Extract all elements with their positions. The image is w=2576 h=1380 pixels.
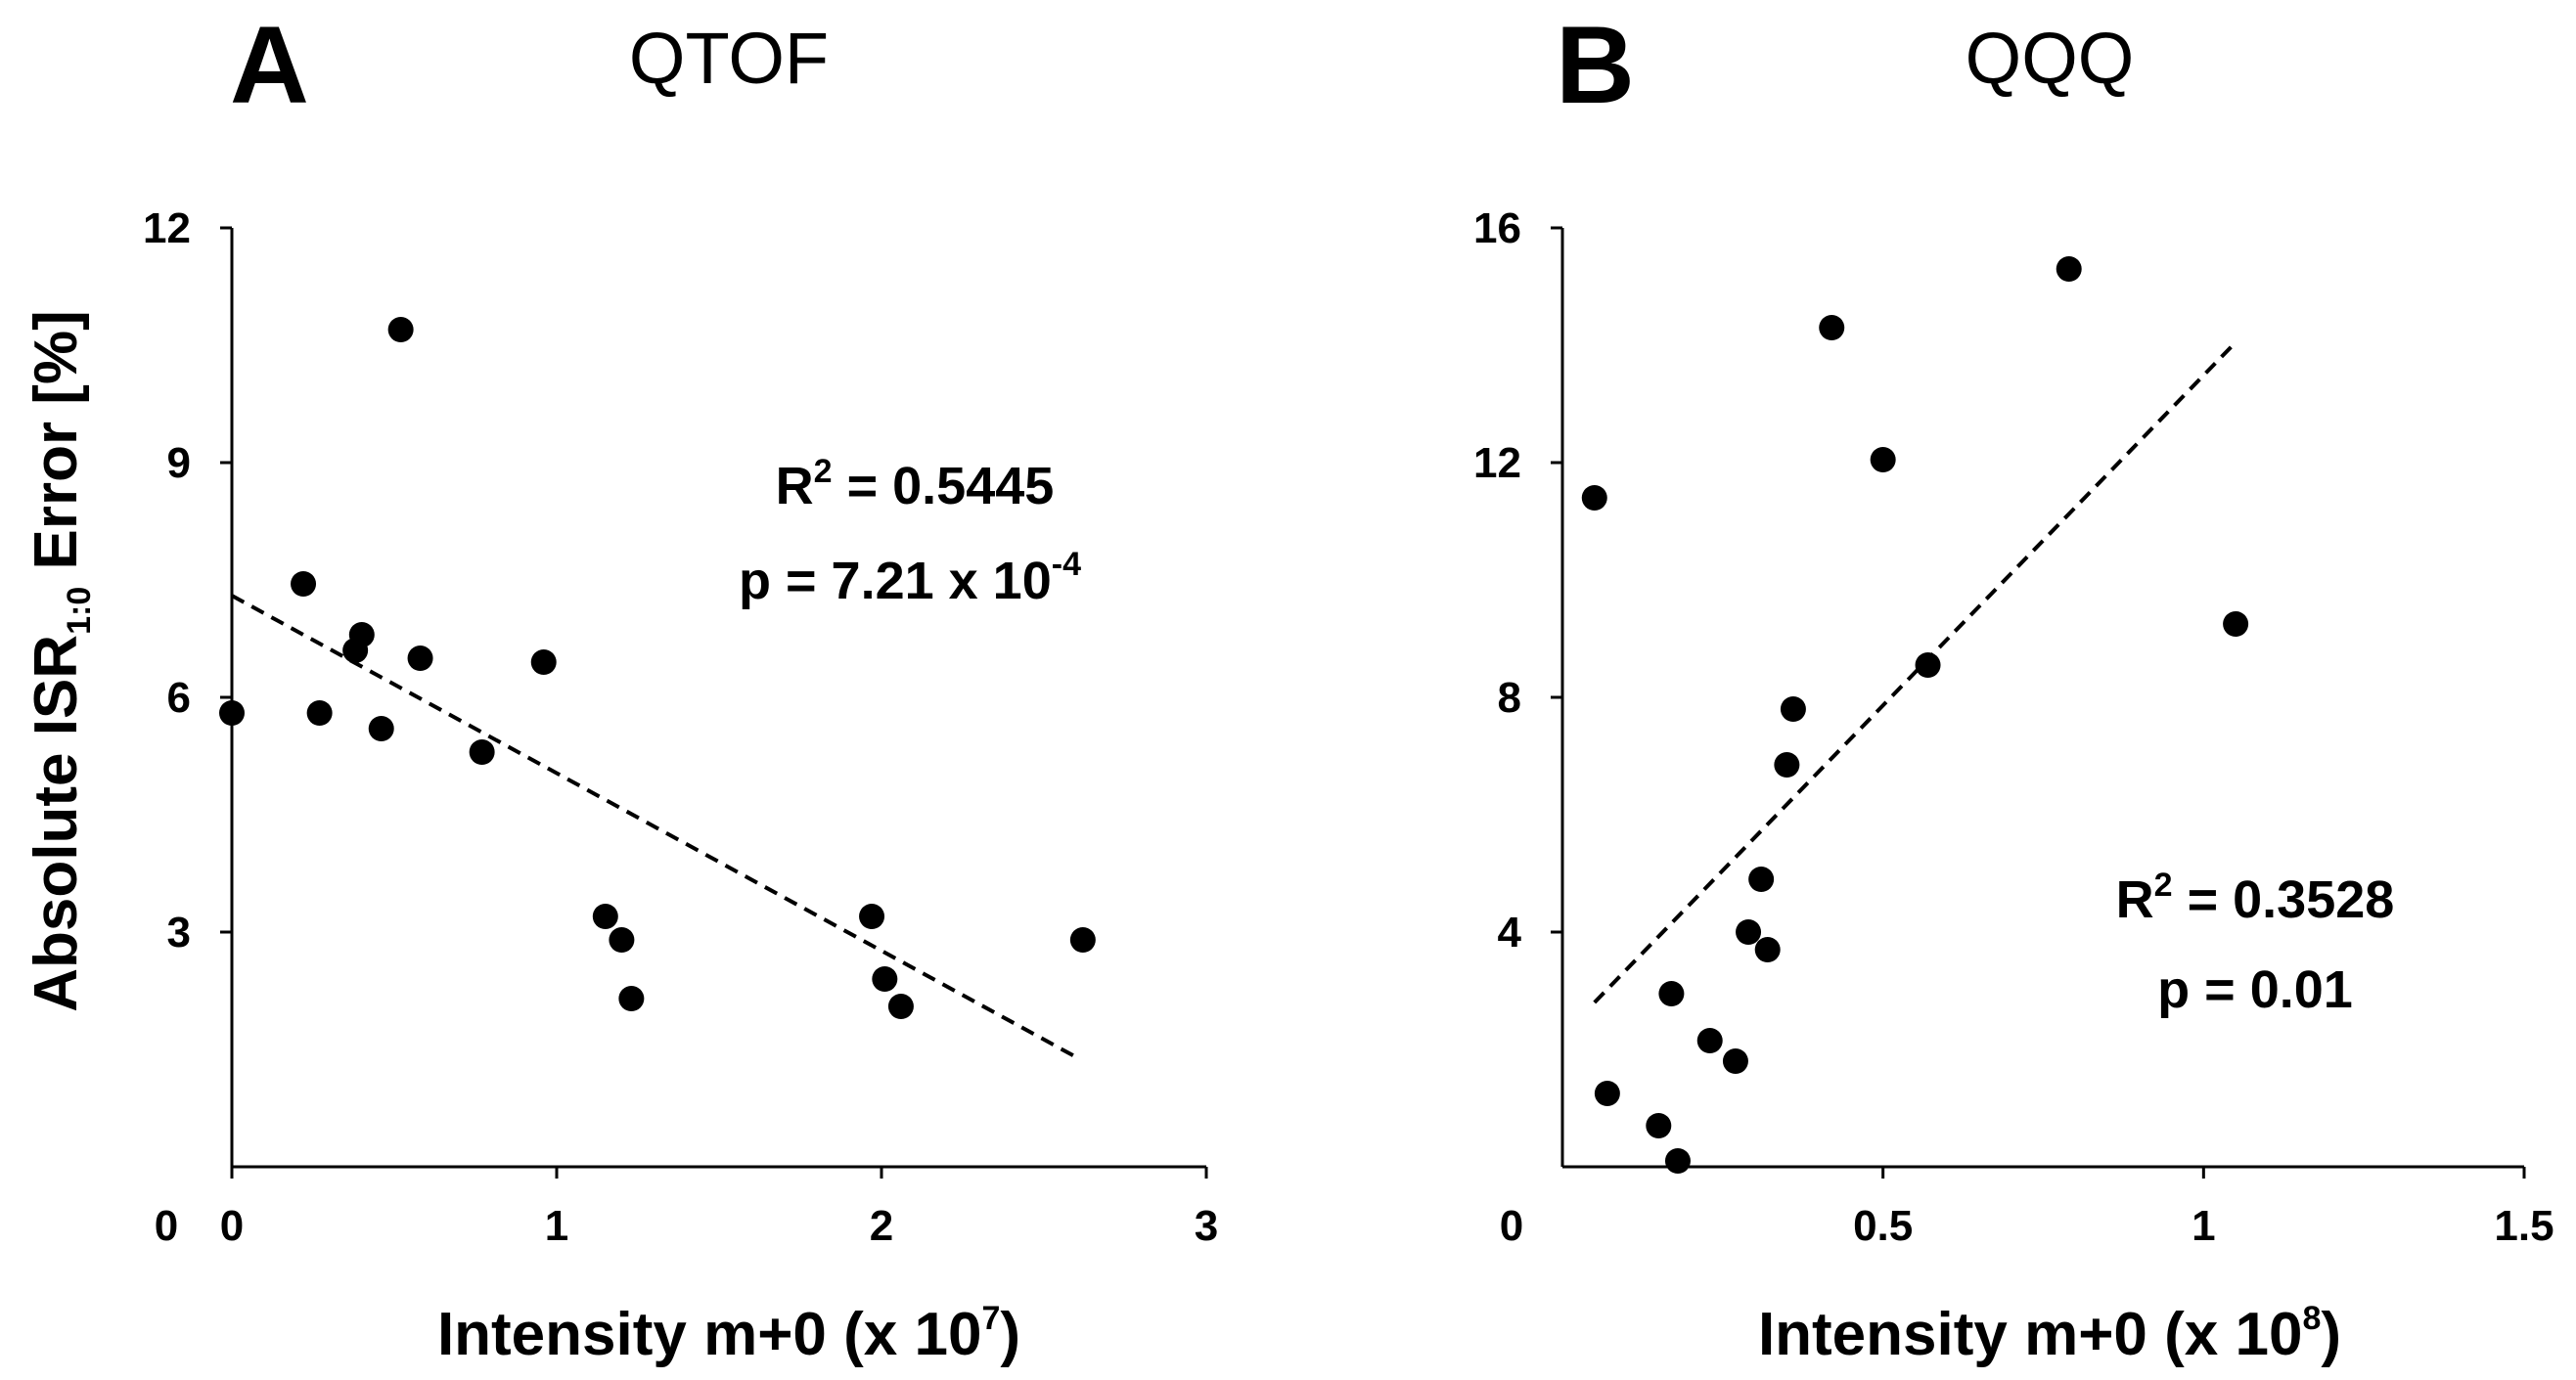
panel-b-x-tick-label: 1 bbox=[2192, 1202, 2215, 1250]
y-axis-label-main: Absolute ISR bbox=[23, 635, 90, 1012]
panel-b-data-point bbox=[1594, 1081, 1620, 1106]
panel-a-r2-value: = 0.5445 bbox=[833, 457, 1055, 515]
panel-a-data-point bbox=[219, 700, 245, 726]
panel-b-data-point bbox=[2056, 256, 2082, 282]
panel-a-data-point bbox=[407, 645, 433, 671]
panel-a-x-tick-label: 1 bbox=[545, 1202, 568, 1250]
panel-b-x-axis-label: Intensity m+0 (x 108) bbox=[1758, 1300, 2341, 1368]
panel-b-trendline bbox=[1593, 340, 2237, 1004]
panel-a-x-tick-label: 0 bbox=[220, 1202, 244, 1250]
panel-b-x-label-main: Intensity m+0 (x 10 bbox=[1758, 1301, 2303, 1368]
panel-b-data-point bbox=[1754, 937, 1781, 962]
panel-b-y-tick-label: 12 bbox=[1473, 439, 1521, 487]
panel-a-y-tick-label: 6 bbox=[167, 674, 191, 722]
panel-a-y-tick-label: 12 bbox=[143, 204, 191, 252]
panel-b-data-point bbox=[1870, 447, 1896, 472]
panel-a-x-label-tail: ) bbox=[1000, 1301, 1020, 1368]
panel-a-p-sup: -4 bbox=[1052, 546, 1081, 583]
panel-a-data-point bbox=[530, 649, 557, 675]
panel-b-x-tick-label: 1.5 bbox=[2494, 1202, 2553, 1250]
panel-a-data-point bbox=[469, 739, 495, 765]
panel-b-data-point bbox=[1819, 315, 1845, 340]
panel-b-x-label-sup: 8 bbox=[2302, 1300, 2321, 1337]
panel-b-data-point bbox=[1696, 1028, 1723, 1053]
panel-b-data-point bbox=[1722, 1048, 1748, 1074]
panel-b-data-point bbox=[1748, 867, 1775, 892]
panel-a-data-point bbox=[387, 317, 414, 342]
panel-b-data-point bbox=[2223, 611, 2249, 637]
panel-a-data-point bbox=[859, 904, 885, 929]
panel-b-y-tick-label: 16 bbox=[1473, 204, 1521, 252]
panel-a-trendline bbox=[231, 594, 1078, 1059]
panel-b-data-point bbox=[1581, 485, 1607, 511]
panel-b-title: QQQ bbox=[1966, 18, 2135, 99]
panel-a-data-point bbox=[368, 716, 394, 741]
panel-a-p-main: p = 7.21 x 10 bbox=[739, 552, 1052, 610]
panel-a-data-point bbox=[609, 927, 635, 953]
panel-b-letter: B bbox=[1556, 4, 1635, 126]
panel-a-y-tick-label: 9 bbox=[167, 439, 191, 487]
panel-a-data-point bbox=[306, 700, 333, 726]
panel-a-data-point bbox=[872, 966, 898, 992]
panel-a-x-label-main: Intensity m+0 (x 10 bbox=[437, 1301, 982, 1368]
panel-a-data-point bbox=[618, 986, 645, 1011]
panel-b-r2-sup: 2 bbox=[2154, 867, 2173, 904]
panel-a-data-point bbox=[887, 994, 914, 1019]
y-axis-label: Absolute ISR1:0 Error [%] bbox=[23, 310, 98, 1011]
panel-b-p-annotation: p = 0.01 bbox=[2157, 960, 2353, 1019]
panel-b-r2-prefix: R bbox=[2116, 870, 2154, 929]
panel-b-data-point bbox=[1664, 1148, 1691, 1174]
panel-a-data-point bbox=[348, 622, 375, 647]
panel-b-r2-value: = 0.3528 bbox=[2173, 870, 2395, 929]
panel-b-r2-annotation: R2 = 0.3528 bbox=[2116, 867, 2395, 929]
panel-b-data-point bbox=[1658, 981, 1685, 1006]
y-axis-label-tail: Error [%] bbox=[23, 310, 90, 586]
panel-b-y-tick-label: 4 bbox=[1498, 909, 1522, 957]
panel-a-x-axis-label: Intensity m+0 (x 107) bbox=[437, 1300, 1020, 1368]
panel-a-r2-annotation: R2 = 0.5445 bbox=[776, 453, 1055, 515]
panel-a-r2-sup: 2 bbox=[814, 453, 833, 490]
panel-a-x-tick-label: 3 bbox=[1195, 1202, 1218, 1250]
panel-b: B QQQ 4 8 12 16 0.5 1 1.5 0 Intensity m+0 (x 1… bbox=[1473, 4, 2554, 1368]
panel-a-data-point bbox=[1069, 927, 1096, 953]
panel-b-data-point bbox=[1774, 752, 1800, 778]
panel-a-x-tick-label: 2 bbox=[870, 1202, 893, 1250]
panel-a-p-annotation: p = 7.21 x 10-4 bbox=[739, 546, 1081, 610]
panel-a-origin-label: 0 bbox=[155, 1202, 178, 1250]
panel-b-data-point bbox=[1736, 919, 1762, 945]
panel-a-y-tick-label: 3 bbox=[167, 909, 191, 957]
panel-b-data-point bbox=[1646, 1113, 1672, 1138]
panel-b-data-point bbox=[1780, 696, 1806, 722]
y-axis-label-sub: 1:0 bbox=[61, 587, 98, 635]
panel-b-origin-label: 0 bbox=[1500, 1202, 1523, 1250]
panel-a-r2-prefix: R bbox=[776, 457, 814, 515]
panel-a-letter: A bbox=[230, 4, 309, 126]
panel-b-x-tick-label: 0.5 bbox=[1853, 1202, 1913, 1250]
panel-a-x-label-sup: 7 bbox=[981, 1300, 1000, 1337]
panel-b-data-point bbox=[1915, 652, 1941, 678]
panel-a-data-point bbox=[592, 904, 618, 929]
panel-a-data-point bbox=[291, 571, 317, 597]
panel-b-y-tick-label: 8 bbox=[1498, 674, 1521, 722]
panel-a-title: QTOF bbox=[629, 18, 829, 99]
panel-b-x-label-tail: ) bbox=[2321, 1301, 2341, 1368]
panel-b-p-main: p = 0.01 bbox=[2157, 960, 2353, 1019]
